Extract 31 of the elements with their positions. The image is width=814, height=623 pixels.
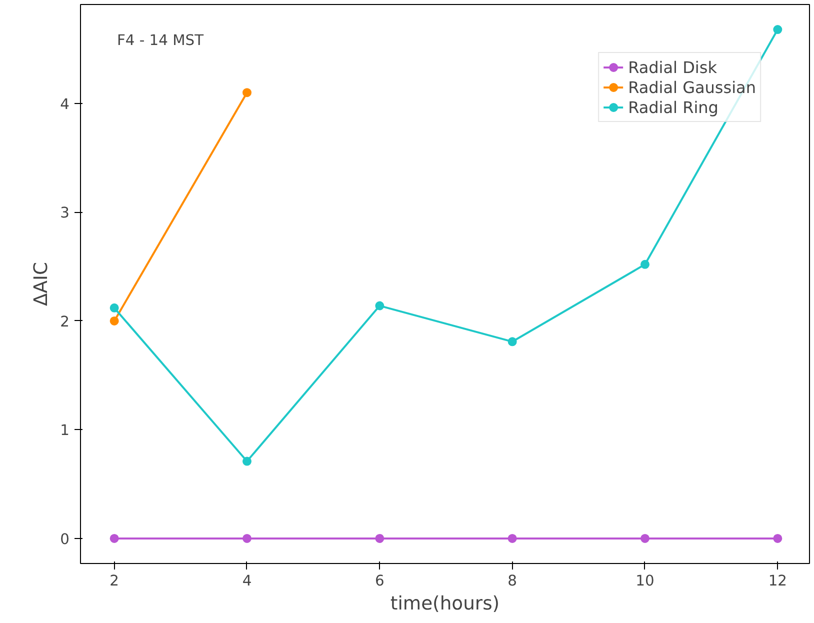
point [242, 88, 252, 98]
point [508, 534, 517, 543]
y-axis-title: ΔAIC [31, 262, 52, 306]
x-tick-label: 12 [768, 572, 787, 590]
point [773, 25, 782, 34]
x-tick-label: 10 [636, 572, 654, 590]
point [375, 534, 384, 543]
point [110, 316, 119, 326]
point [508, 337, 517, 346]
point [375, 301, 384, 310]
y-tick-label: 2 [60, 313, 70, 330]
y-tick-label: 4 [60, 96, 70, 113]
point [242, 534, 252, 543]
y-tick-label: 3 [60, 204, 70, 222]
x-tick-label: 4 [242, 572, 252, 590]
x-tick-label: 8 [508, 572, 517, 590]
point [110, 534, 119, 543]
point [242, 456, 252, 466]
x-tick-label: 2 [110, 572, 119, 590]
point [640, 534, 650, 543]
y-tick-label: 1 [60, 422, 70, 440]
annotation: F4 - 14 MST [116, 32, 204, 50]
x-axis-title: time(hours) [390, 594, 500, 614]
legend-label: Radial Ring [628, 98, 718, 116]
point [110, 303, 119, 312]
legend-label: Radial Gaussian [628, 78, 756, 96]
point [773, 534, 782, 543]
x-tick-label: 6 [375, 572, 384, 590]
y-tick-label: 0 [60, 530, 70, 548]
legend-label: Radial Disk [628, 58, 717, 76]
point [640, 260, 650, 269]
